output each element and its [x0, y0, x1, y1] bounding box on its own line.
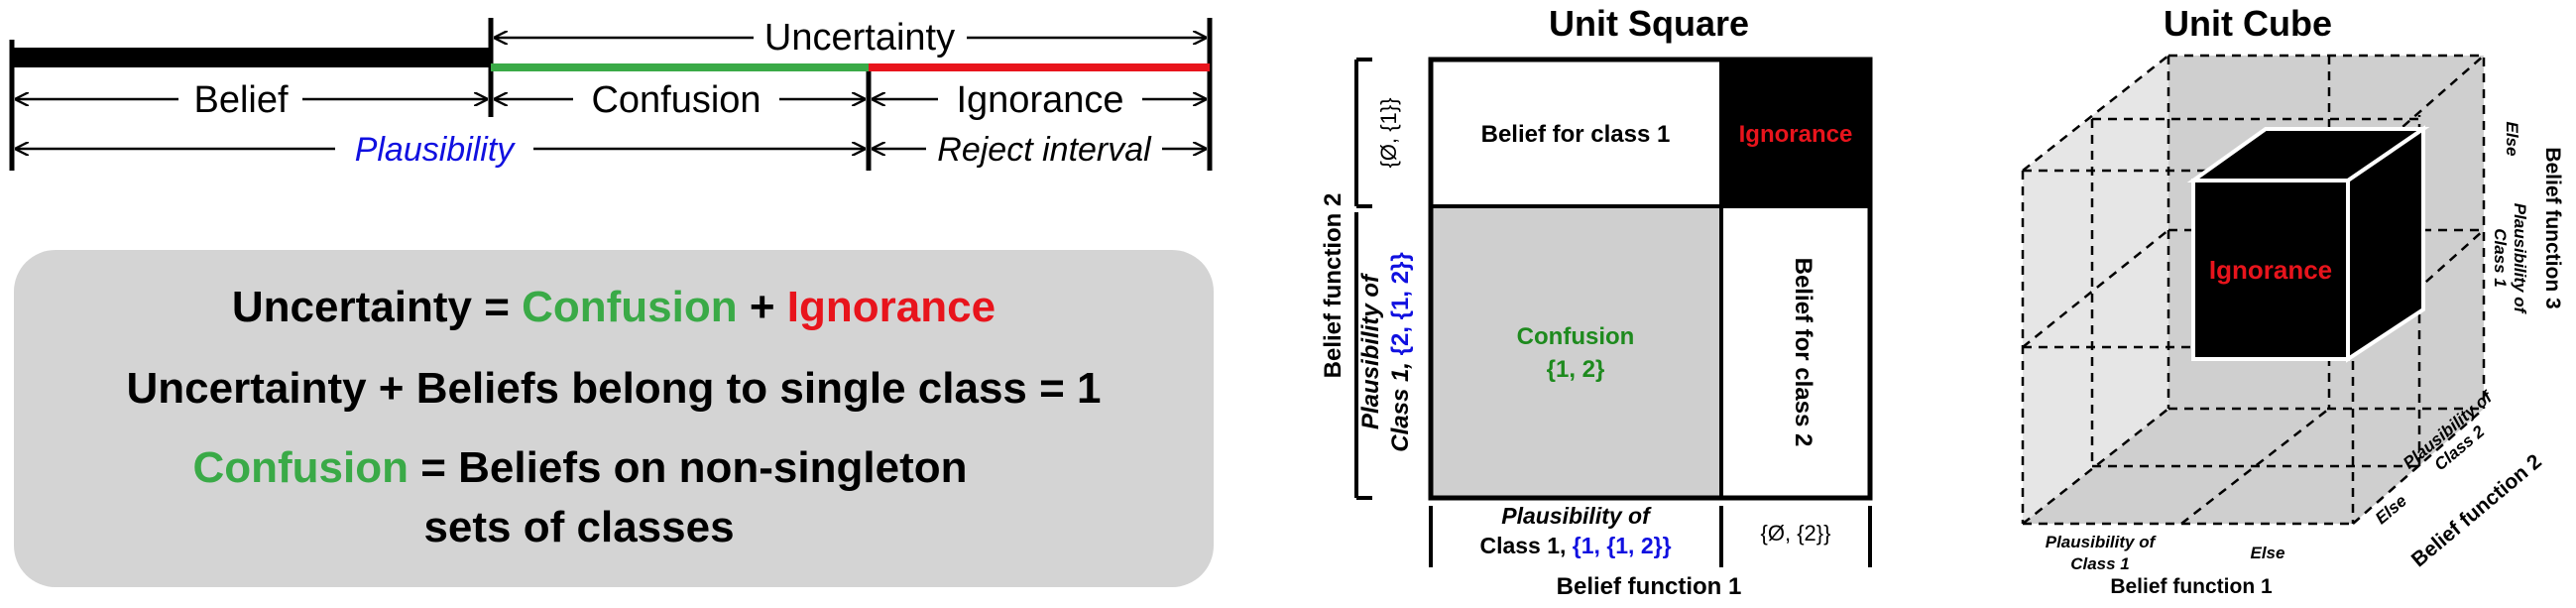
- ignorance-label: Ignorance: [956, 79, 1123, 121]
- eq1-plus: +: [737, 283, 787, 331]
- plausibility-label: Plausibility: [355, 131, 517, 169]
- axis3-plausibility-line1: Plausibility of: [2511, 203, 2529, 315]
- axis1-plausibility-line2: Class 1: [2070, 554, 2130, 573]
- axis2-title: Belief function 2: [2407, 450, 2546, 572]
- axis1-plausibility-line1: Plausibility of: [2046, 533, 2158, 551]
- axis3-else-label: Else: [2503, 122, 2521, 157]
- equation-line-1: Uncertainty = Confusion + Ignorance: [14, 282, 1214, 333]
- confusion-bar: [491, 63, 869, 71]
- square-border: [1428, 57, 1873, 501]
- unit-square: Unit Square Belief for class 1 Ignorance…: [1320, 3, 1873, 600]
- eq3-rest: = Beliefs on non-singleton: [409, 443, 968, 492]
- x-plausibility-set: {1, {1, 2}}: [1573, 533, 1672, 558]
- eq3-confusion: Confusion: [192, 443, 410, 492]
- unit-cube: Unit Cube: [2021, 3, 2564, 598]
- axis3-plausibility-line2: Class 1: [2491, 228, 2510, 288]
- belief-bar: [12, 48, 491, 67]
- y-axis-title: Belief function 2: [1320, 193, 1347, 379]
- axis1-else-label: Else: [2251, 544, 2285, 562]
- axis3-title: Belief function 3: [2541, 147, 2564, 308]
- ignorance-bar: [869, 63, 1210, 71]
- cell-ignorance: [1721, 60, 1870, 206]
- cube-ignorance-label: Ignorance: [2209, 255, 2332, 285]
- cell-belief-class-2: [1721, 206, 1870, 498]
- y-plausibility-line1: Plausibility of: [1357, 273, 1384, 429]
- equation-line-4: sets of classes: [423, 503, 735, 551]
- x-plausibility-prefix: Class 1,: [1479, 533, 1572, 558]
- eq1-confusion: Confusion: [522, 283, 738, 331]
- ignorance-cell-text: Ignorance: [1739, 121, 1853, 148]
- x-axis-title: Belief function 1: [1557, 573, 1742, 600]
- belief-label: Belief: [193, 79, 288, 121]
- left-wall: [2023, 56, 2168, 524]
- eq1-lhs: Uncertainty =: [231, 283, 523, 331]
- timeline: Uncertainty Belief Confusion Ignorance P…: [9, 17, 1213, 171]
- unit-cube-title: Unit Cube: [2164, 3, 2332, 44]
- confusion-label: Confusion: [591, 79, 761, 121]
- x-plausibility-line1: Plausibility of: [1501, 503, 1652, 529]
- y-plausibility-set: {2, {1, 2}}: [1387, 252, 1414, 355]
- y-top-set-label: {Ø, {1}}: [1376, 98, 1401, 169]
- equation-line-2: Uncertainty + Beliefs belong to single c…: [126, 364, 1102, 413]
- cube-front: [2191, 179, 2350, 361]
- belief-class-1-text: Belief for class 1: [1481, 121, 1671, 148]
- cell-confusion: [1431, 206, 1721, 498]
- x-right-set-label: {Ø, {2}}: [1761, 521, 1831, 546]
- y-plausibility-line2: Class 1, {2, {1, 2}}: [1387, 252, 1414, 451]
- y-plausibility-prefix: Class 1,: [1387, 355, 1414, 451]
- unit-square-title: Unit Square: [1549, 3, 1749, 44]
- cell-belief-class-1: [1431, 60, 1721, 206]
- axis1-title: Belief function 1: [2110, 575, 2273, 598]
- equation-panel: Uncertainty = Confusion + Ignorance Unce…: [14, 250, 1214, 587]
- confusion-cell-set: {1, 2}: [1547, 356, 1605, 383]
- equation-line-3: Confusion = Beliefs on non-singleton: [0, 442, 1180, 494]
- belief-class-2-text: Belief for class 2: [1790, 258, 1816, 447]
- eq1-ignorance: Ignorance: [786, 283, 996, 331]
- confusion-cell-text: Confusion: [1517, 323, 1635, 350]
- reject-interval-label: Reject interval: [937, 131, 1152, 169]
- x-plausibility-line2: Class 1, {1, {1, 2}}: [1479, 533, 1671, 558]
- uncertainty-label: Uncertainty: [764, 17, 955, 59]
